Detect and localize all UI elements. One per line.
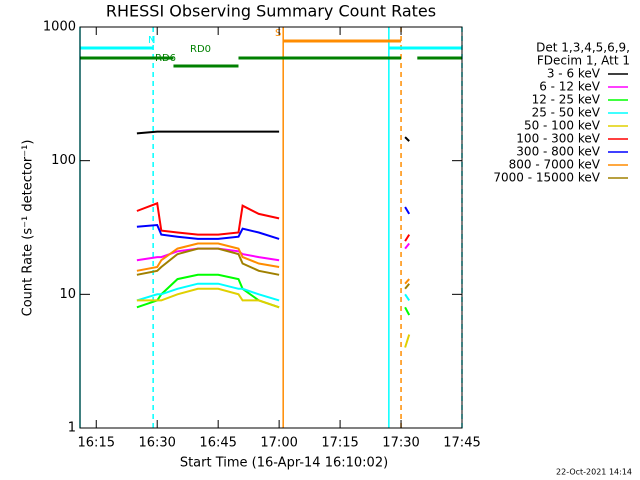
y-tick-label: 10 [59,287,76,302]
chart-title: RHESSI Observing Summary Count Rates [106,2,436,21]
series-line [136,201,411,242]
x-tick-label: 17:00 [260,436,297,451]
flag-label: N [148,35,155,46]
legend-label: 3 - 6 keV [547,67,601,81]
legend-label: 800 - 7000 keV [509,158,601,172]
series-line [136,247,410,290]
plot-frame [79,26,463,429]
legend-label: 100 - 300 keV [516,132,600,146]
legend-header: FDecim 1, Att 1 [537,54,630,68]
x-tick-label: 16:30 [138,436,175,451]
series-line [136,206,411,240]
x-tick-label: 17:30 [382,436,419,451]
series-line [136,130,410,142]
legend-label: 50 - 100 keV [524,119,601,133]
series-line [136,282,411,302]
x-tick-label: 16:45 [199,436,236,451]
x-axis-label: Start Time (16-Apr-14 16:10:02) [180,456,388,471]
series-line [136,242,410,285]
series-line [136,287,411,348]
legend-header: Det 1,3,4,5,6,9, [536,41,630,55]
flag-label: RD0 [190,44,211,55]
flag-label: S [275,28,281,39]
timestamp: 22-Oct-2021 14:14 [556,468,632,477]
legend-label: 6 - 12 keV [539,80,601,94]
x-tick-label: 16:15 [78,436,115,451]
series-line [136,273,411,316]
flag-label: RD6 [155,53,176,64]
x-tick-label: 17:15 [321,436,358,451]
legend-label: 300 - 800 keV [516,145,600,159]
legend-label: 12 - 25 keV [532,93,601,107]
y-tick-label: 100 [51,153,76,168]
y-tick-label: 1000 [43,20,76,35]
legend-label: 25 - 50 keV [532,106,601,120]
y-axis-label: Count Rate (s⁻¹ detector⁻¹) [21,140,36,317]
y-tick-label: 1 [68,421,76,436]
legend-label: 7000 - 15000 keV [493,171,600,185]
x-tick-label: 17:45 [443,436,480,451]
